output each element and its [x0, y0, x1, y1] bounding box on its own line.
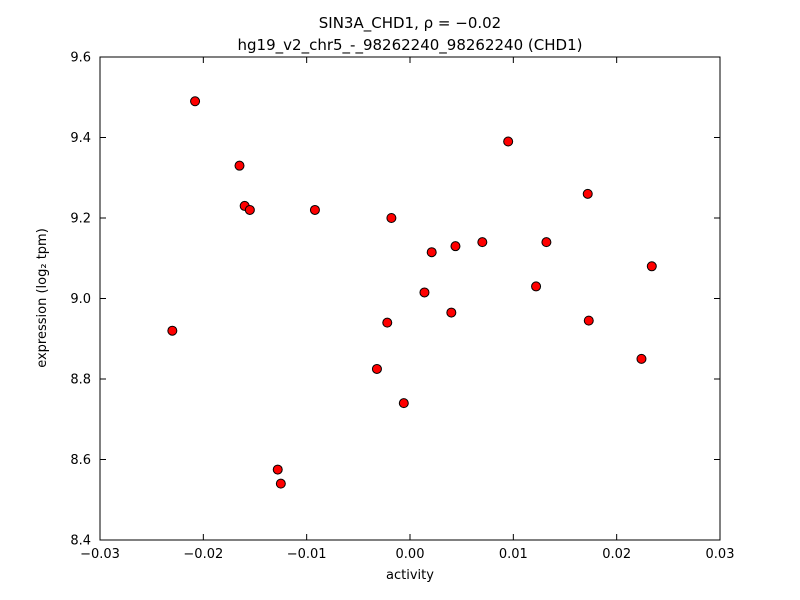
data-point — [636, 353, 647, 364]
x-tick-label: 0.00 — [396, 547, 425, 562]
y-tick-label: 9.0 — [70, 292, 91, 307]
data-point — [419, 287, 430, 298]
data-point — [541, 237, 552, 248]
data-point — [244, 204, 255, 215]
data-point — [646, 261, 657, 272]
chart-subtitle: hg19_v2_chr5_-_98262240_98262240 (CHD1) — [238, 36, 583, 55]
data-point — [582, 188, 593, 199]
x-tick-label: −0.03 — [80, 547, 120, 562]
y-axis-label: expression (log₂ tpm) — [35, 228, 50, 368]
data-point — [272, 464, 283, 475]
data-point — [275, 478, 286, 489]
plot-area — [99, 56, 721, 541]
data-point — [398, 398, 409, 409]
data-point — [309, 204, 320, 215]
data-point — [371, 363, 382, 374]
y-tick-label: 9.6 — [70, 51, 91, 66]
y-tick-label: 9.4 — [70, 131, 91, 146]
x-ticks: −0.03 −0.02 −0.01 0.00 0.01 0.02 0.03 — [80, 57, 734, 562]
data-point — [190, 96, 201, 107]
y-tick-label: 8.6 — [70, 453, 91, 468]
data-point — [503, 136, 514, 147]
x-tick-label: 0.03 — [706, 547, 735, 562]
data-points — [167, 96, 657, 489]
data-point — [583, 315, 594, 326]
y-ticks: 8.4 8.6 8.8 9.0 9.2 9.4 9.6 — [70, 51, 720, 549]
data-point — [446, 307, 457, 318]
data-point — [167, 325, 178, 336]
x-tick-label: 0.01 — [499, 547, 528, 562]
data-point — [234, 160, 245, 171]
data-point — [386, 213, 397, 223]
data-point — [477, 237, 488, 248]
x-tick-label: −0.01 — [287, 547, 327, 562]
chart-title: SIN3A_CHD1, ρ = −0.02 — [319, 14, 501, 33]
x-axis-label: activity — [386, 568, 434, 583]
x-tick-label: −0.02 — [183, 547, 223, 562]
y-tick-label: 8.4 — [70, 534, 91, 549]
data-point — [382, 317, 393, 328]
y-tick-label: 9.2 — [70, 212, 91, 227]
x-tick-label: 0.02 — [602, 547, 631, 562]
data-point — [531, 281, 542, 292]
y-tick-label: 8.8 — [70, 373, 91, 388]
data-point — [426, 247, 437, 258]
data-point — [450, 241, 461, 252]
